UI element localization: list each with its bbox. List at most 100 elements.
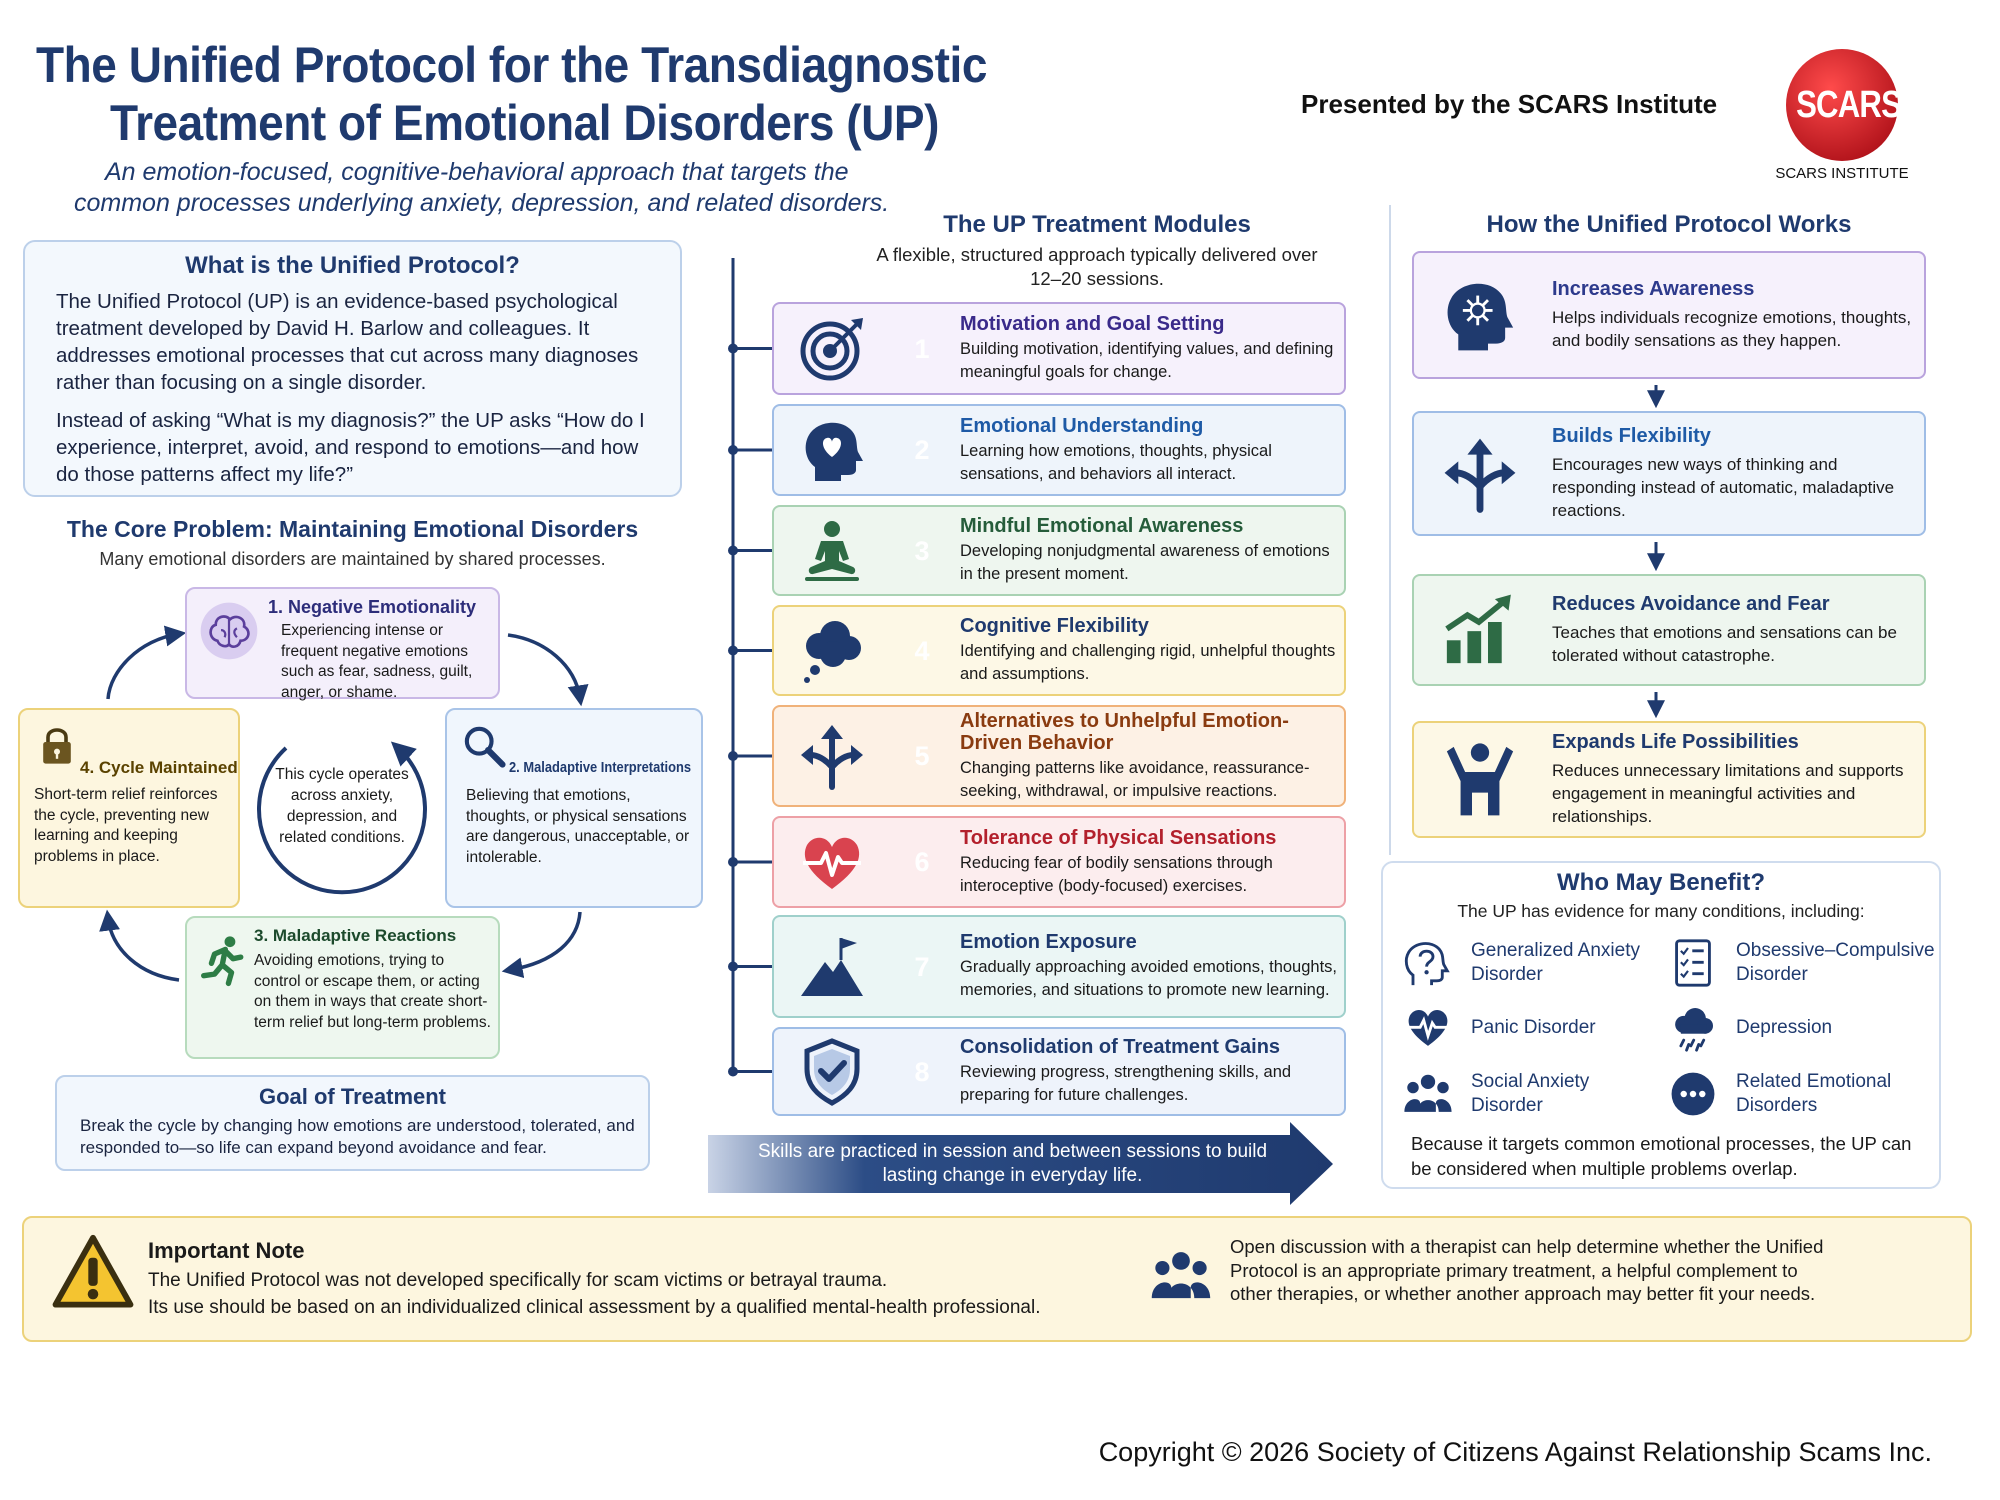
cycle-title: 4. Cycle Maintained	[80, 758, 238, 777]
connector-dot	[728, 645, 738, 656]
condition-icon	[1675, 939, 1711, 987]
module-content: Tolerance of Physical Sensations Reducing…	[960, 816, 1340, 908]
cycle-icon	[464, 726, 506, 768]
condition: Obsessive–Compulsive Disorder	[1736, 933, 1936, 993]
step-content: Builds Flexibility Encourages new ways of…	[1552, 411, 1912, 536]
condition-icon	[1404, 1074, 1452, 1112]
module-content: Alternatives to Unhelpful Emotion-Driven…	[960, 705, 1340, 807]
title-line: The Unified Protocol for the Transdiagno…	[36, 37, 987, 93]
module-content: Consolidation of Treatment Gains Reviewin…	[960, 1027, 1340, 1116]
step-title: Increases Awareness	[1552, 278, 1755, 300]
banner-text: Skills are practiced in session and betw…	[757, 1141, 1268, 1186]
cycle-title: 1. Negative Emotionality	[268, 597, 477, 617]
module-box	[772, 915, 1346, 1018]
module-icon	[801, 725, 863, 790]
subtitle-line: An emotion-focused, cognitive-behavioral…	[105, 158, 849, 186]
connector-dot	[728, 751, 738, 761]
section-subheading: Many emotional disorders are maintained …	[99, 549, 606, 569]
section-heading: What is the Unified Protocol?	[185, 252, 520, 279]
cycle-text: Experiencing intense or frequent negativ…	[281, 622, 473, 701]
condition: Depression	[1736, 998, 1936, 1058]
module-icon	[803, 837, 861, 889]
step-text: Teaches that emotions and sensations can…	[1552, 623, 1897, 665]
note-heading: Important Note	[148, 1237, 305, 1263]
condition-text: Related Emotional Disorders	[1736, 1071, 1892, 1116]
copyright: Copyright © 2026 Society of Citizens Aga…	[1098, 1437, 1932, 1467]
module-title: Alternatives to Unhelpful Emotion-Driven…	[960, 709, 1289, 754]
module-text: Learning how emotions, thoughts, physica…	[960, 441, 1272, 483]
section-subheading: A flexible, structured approach typicall…	[876, 244, 1318, 289]
module-content: Mindful Emotional Awareness Developing no…	[960, 505, 1340, 596]
center-cycle	[257, 741, 427, 895]
step-content: Increases Awareness Helps individuals rec…	[1552, 251, 1912, 379]
subtitle-line: common processes underlying anxiety, dep…	[74, 189, 890, 217]
module-number: 3	[914, 535, 930, 566]
module-title: Cognitive Flexibility	[960, 615, 1149, 637]
cycle-title: 3. Maladaptive Reactions	[254, 926, 457, 945]
goal-text: Break the cycle by changing how emotions…	[80, 1116, 635, 1157]
module-title: Tolerance of Physical Sensations	[960, 826, 1277, 849]
module-text: Reducing fear of bodily sensations throu…	[960, 853, 1273, 895]
module-text: Gradually approaching avoided emotions, …	[960, 958, 1337, 999]
cycle-arrow	[507, 633, 589, 707]
section-heading: How the Unified Protocol Works	[1486, 211, 1852, 238]
module-number: 2	[914, 435, 930, 465]
cycle-arrow	[99, 909, 180, 982]
module-text: Identifying and challenging rigid, unhel…	[960, 642, 1336, 683]
step-icon	[1445, 594, 1511, 664]
condition: Panic Disorder	[1471, 998, 1661, 1058]
paragraph: The Unified Protocol (UP) is an evidence…	[56, 290, 639, 394]
benefit-footer: Because it targets common emotional proc…	[1411, 1133, 1912, 1179]
cycle-icon	[200, 602, 258, 660]
logo-caption: SCARS INSTITUTE	[1775, 165, 1909, 182]
condition-icon	[1407, 1009, 1449, 1046]
cycle-box	[445, 708, 703, 908]
module-text: Changing patterns like avoidance, reassu…	[960, 758, 1310, 800]
step-text: Helps individuals recognize emotions, th…	[1552, 308, 1912, 350]
condition-icon	[1671, 1072, 1715, 1116]
module-text: Reviewing progress, strengthening skills…	[960, 1063, 1292, 1104]
center-cycle	[272, 724, 412, 762]
note-box	[22, 1216, 1972, 1342]
note-text: Its use should be based on an individual…	[148, 1296, 1041, 1318]
benefit-box	[1381, 861, 1941, 1189]
module-icon	[805, 520, 859, 581]
cycle-title: 2. Maladaptive Interpretations	[509, 759, 692, 776]
cycle-arrow	[501, 911, 582, 979]
step-text: Reduces unnecessary limitations and supp…	[1552, 761, 1904, 826]
note-discussion: Open discussion with a therapist can hel…	[1230, 1236, 1824, 1304]
module-title: Emotional Understanding	[960, 414, 1204, 437]
condition-text: Panic Disorder	[1471, 1017, 1596, 1038]
goal-heading: Goal of Treatment	[258, 1084, 447, 1109]
module-content: Emotion Exposure Gradually approaching av…	[960, 915, 1340, 1018]
step-content: Expands Life Possibilities Reduces unnece…	[1552, 721, 1912, 838]
module-box	[772, 505, 1346, 596]
logo-text: SCARS	[1796, 84, 1902, 126]
module-text: Building motivation, identifying values,…	[960, 340, 1334, 381]
cycle-text: Believing that emotions, thoughts, or ph…	[466, 787, 690, 866]
module-number: 4	[914, 635, 930, 666]
step-content: Reduces Avoidance and Fear Teaches that e…	[1552, 574, 1912, 686]
warning-icon	[52, 1234, 134, 1308]
module-title: Mindful Emotional Awareness	[960, 515, 1244, 537]
cycle-text: Avoiding emotions, trying to control or …	[254, 952, 491, 1031]
condition-text: Depression	[1736, 1017, 1833, 1038]
cycle-center-text: This cycle operates across anxiety, depr…	[275, 766, 409, 846]
cycle-box	[185, 916, 500, 1059]
people-icon	[1151, 1252, 1211, 1299]
step-icon	[1444, 438, 1516, 513]
connector-dot	[728, 445, 738, 455]
paragraph: Instead of asking “What is my diagnosis?…	[56, 409, 645, 486]
note-content: Important Note The Unified Protocol was n…	[148, 1224, 1108, 1334]
section-subheading: The UP has evidence for many conditions,…	[1457, 901, 1865, 921]
connector-dot	[728, 961, 738, 972]
banner-arrow	[708, 1122, 1333, 1205]
goal-box	[55, 1075, 650, 1171]
module-number: 5	[914, 741, 930, 771]
section-heading: The UP Treatment Modules	[943, 211, 1251, 238]
module-box	[772, 302, 1346, 395]
condition-text: Obsessive–Compulsive Disorder	[1736, 940, 1935, 985]
module-number: 8	[914, 1056, 930, 1087]
connector-dot	[728, 857, 738, 867]
